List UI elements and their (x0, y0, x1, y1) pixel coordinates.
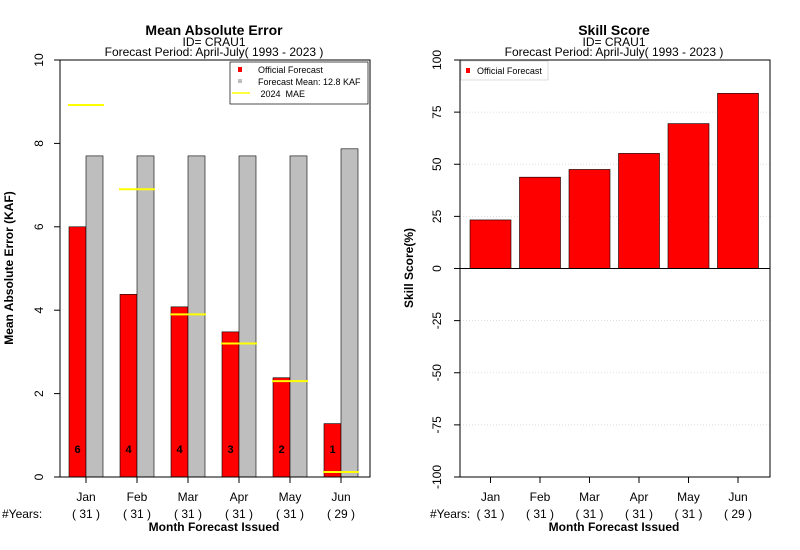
skill-legend-swatch (466, 68, 470, 73)
mae-bar-mean (136, 155, 155, 478)
mae-years-value: ( 31 ) (72, 507, 100, 521)
mae-xtick-label: Jan (76, 490, 95, 504)
skill-xtick-label: May (677, 490, 700, 504)
skill-ytick-label: 75 (430, 105, 444, 119)
skill-bar (469, 219, 512, 269)
mae-xtick-label: Mar (178, 490, 199, 504)
skill-xtick-label: Jun (728, 490, 747, 504)
mae-years-value: ( 31 ) (123, 507, 151, 521)
mae-years-value: ( 31 ) (174, 507, 202, 521)
legend-mae-label: 2024 MAE (258, 89, 305, 99)
mae-plot-border (59, 59, 371, 478)
mae-xtick-label: Jun (331, 490, 350, 504)
skill-subtitle-id: ID= CRAU1 (582, 35, 645, 49)
skill-bar (618, 153, 660, 269)
mae-title: Mean Absolute Error (145, 22, 283, 38)
skill-ytick-label: -75 (430, 416, 444, 434)
skill-years-value: ( 29 ) (724, 507, 752, 521)
mae-xtick-label: Feb (127, 490, 148, 504)
skill-xlabel: Month Forecast Issued (549, 520, 680, 534)
skill-years-value: ( 31 ) (625, 507, 653, 521)
mae-ytick-label: 2 (32, 390, 46, 397)
mae-subtitle-period: Forecast Period: April-July( 1993 - 2023… (105, 45, 324, 59)
mae-bar-official (272, 377, 291, 478)
mae-bar-count-label: 4 (125, 444, 132, 456)
mae-legend-box (229, 61, 369, 105)
skill-bar (717, 93, 759, 269)
mae-ytick-label: 8 (32, 140, 46, 147)
mae-bar-count-label: 4 (176, 444, 183, 456)
mae-subtitle-id: ID= CRAU1 (182, 35, 245, 49)
legend-mean-swatch (238, 79, 242, 83)
mae-bar-official (68, 226, 87, 478)
skill-ytick-label: -50 (430, 364, 444, 382)
skill-legend-label: Official Forecast (477, 66, 542, 76)
skill-xtick-label: Feb (530, 490, 551, 504)
mae-xlabel: Month Forecast Issued (149, 520, 280, 534)
mae-plot-area: 0 2 4 6 8 10 6 Jan ( 31 ) 4 Feb ( 31 ) 4 Mar ( 31 ) 3 Ap… (32, 53, 359, 521)
skill-ytick-label: 50 (430, 157, 444, 171)
mae-bar-mean (340, 148, 359, 478)
mae-bar-count-label: 3 (227, 444, 233, 456)
skill-bar (667, 123, 710, 269)
skill-years-label: #Years: (430, 507, 470, 521)
skill-legend-box (460, 60, 549, 81)
skill-subtitle-period: Forecast Period: April-July( 1993 - 2023… (505, 45, 724, 59)
skill-years-value: ( 31 ) (476, 507, 504, 521)
skill-years-value: ( 31 ) (674, 507, 702, 521)
skill-xtick-label: Jan (481, 490, 500, 504)
mae-bar-mean (238, 155, 257, 478)
skill-xtick-label: Mar (579, 490, 600, 504)
mae-years-label: #Years: (2, 507, 42, 521)
skill-ylabel: Skill Score(%) (402, 228, 416, 308)
mae-years-value: ( 31 ) (225, 507, 253, 521)
mae-ytick-label: 6 (32, 223, 46, 230)
skill-plot-border (459, 59, 771, 478)
mae-bar-count-label: 6 (74, 444, 80, 456)
skill-bar (568, 169, 611, 269)
mae-years-value: ( 31 ) (276, 507, 304, 521)
mae-years-value: ( 29 ) (327, 507, 355, 521)
skill-ytick-label: -100 (430, 465, 444, 489)
skill-title: Skill Score (578, 22, 650, 38)
mae-bar-mean (187, 155, 206, 478)
mae-xtick-label: May (279, 490, 302, 504)
skill-xtick-label: Apr (630, 490, 649, 504)
mae-bar-count-label: 1 (329, 444, 335, 456)
mae-panel: Mean Absolute Error ID= CRAU1 Forecast P… (2, 22, 371, 534)
skill-ytick-label: 100 (430, 50, 444, 70)
mae-legend: Official Forecast Forecast Mean: 12.8 KA… (229, 61, 369, 105)
skill-ytick-label: 25 (430, 209, 444, 223)
legend-official-swatch (238, 67, 242, 72)
skill-years-value: ( 31 ) (526, 507, 554, 521)
skill-ytick-label: -25 (430, 312, 444, 330)
skill-ytick-label: 0 (430, 265, 444, 272)
mae-bar-mean (85, 155, 104, 478)
skill-years-value: ( 31 ) (575, 507, 603, 521)
mae-ytick-label: 0 (32, 473, 46, 480)
skill-legend: Official Forecast (460, 60, 549, 81)
legend-official-label: Official Forecast (258, 65, 323, 75)
legend-mean-label: Forecast Mean: 12.8 KAF (258, 77, 361, 87)
skill-bar (519, 176, 561, 269)
mae-bar-mean (289, 155, 308, 478)
mae-bar-count-label: 2 (278, 444, 284, 456)
mae-ylabel: Mean Absolute Error (KAF) (2, 191, 16, 345)
mae-ytick-label: 4 (32, 307, 46, 314)
skill-panel: Skill Score ID= CRAU1 Forecast Period: A… (402, 22, 771, 534)
mae-xtick-label: Apr (230, 490, 249, 504)
mae-ytick-label: 10 (32, 53, 46, 67)
skill-plot-area: -100 -75 -50 -25 0 25 50 75 100 Jan ( 31 ) Feb ( 31 … (430, 50, 770, 521)
